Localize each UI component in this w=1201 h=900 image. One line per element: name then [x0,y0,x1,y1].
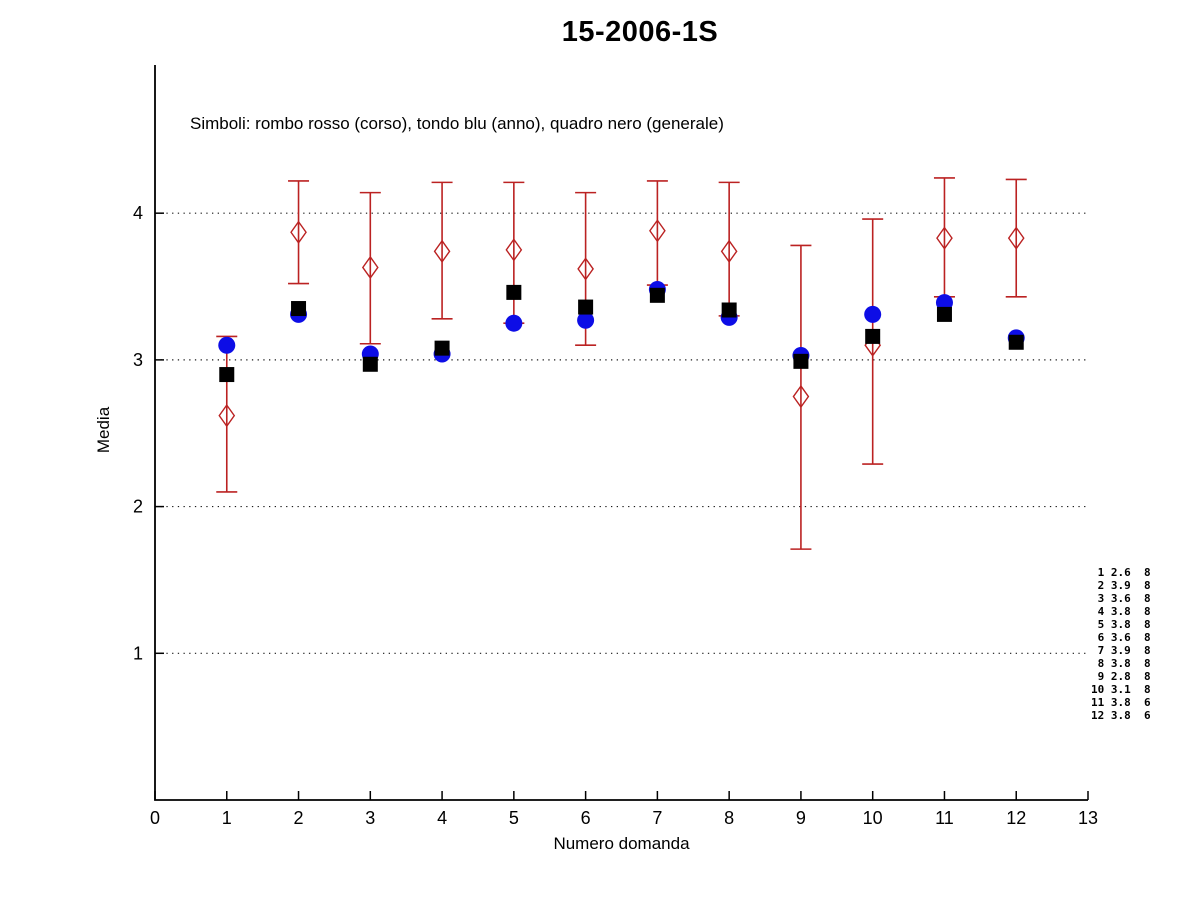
x-axis-label: Numero domanda [553,834,690,853]
corso-diamond-marker [218,403,236,428]
corso-diamond-marker [720,239,738,264]
corso-diamond-marker [1007,226,1025,250]
xtick-label: 6 [581,808,591,828]
xtick-label: 13 [1078,808,1098,828]
corso-diamond-marker [505,238,523,262]
anno-circle-marker [864,305,882,323]
xtick-label: 0 [150,808,160,828]
xtick-label: 3 [365,808,375,828]
generale-square-marker [578,299,594,315]
axes-frame [154,65,1088,801]
summary-table: 1 2.6 8 2 3.9 8 3 3.6 8 4 3.8 8 5 3.8 8 … [1091,566,1151,722]
generale-square-marker [865,328,881,344]
generale-square-marker [721,302,737,318]
xtick-label: 10 [863,808,883,828]
xtick-label: 9 [796,808,806,828]
xtick-label: 5 [509,808,519,828]
corso-diamond-marker [361,255,379,280]
generale-square-marker [434,340,450,356]
xtick-label: 2 [294,808,304,828]
xtick-label: 7 [652,808,662,828]
ytick-label: 2 [133,497,143,517]
anno-circle-marker [218,336,236,354]
corso-diamond-marker [290,220,307,244]
corso-diamond-marker [649,219,666,243]
xtick-label: 11 [935,808,954,828]
anno-circle-marker [577,311,595,329]
corso-diamond-marker [936,226,953,250]
ytick-label: 4 [133,203,143,223]
generale-square-marker [936,306,952,322]
chart-title: 15-2006-1S [561,16,719,48]
xtick-label: 8 [724,808,734,828]
corso-diamond-marker [577,257,594,281]
xtick-label: 4 [437,808,447,828]
generale-square-marker [793,353,809,369]
ytick-label: 1 [133,643,143,663]
xtick-label: 12 [1006,808,1026,828]
xtick-label: 1 [222,808,232,828]
generale-square-marker [1008,334,1024,350]
legend-annotation: Simboli: rombo rosso (corso), tondo blu … [190,114,724,133]
generale-square-marker [649,287,665,303]
generale-square-marker [506,284,522,300]
ytick-label: 3 [133,350,143,370]
generale-square-marker [291,301,307,317]
generale-square-marker [362,356,378,372]
corso-diamond-marker [792,384,810,409]
generale-square-marker [219,367,235,383]
corso-diamond-marker [433,239,451,264]
anno-circle-marker [505,314,523,332]
